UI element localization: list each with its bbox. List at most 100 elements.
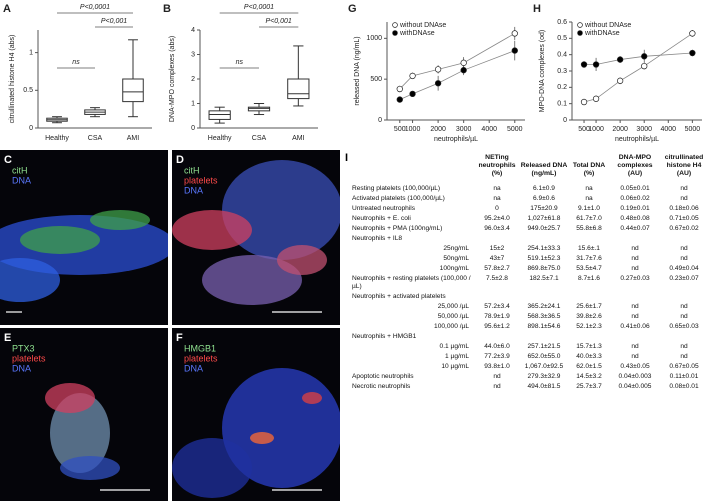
table-cell: 93.8±1.0: [484, 363, 510, 370]
y-tick-label: 0.3: [557, 68, 567, 75]
y-tick-label: 1: [29, 49, 33, 56]
table-cell: 0.04±0.003: [618, 373, 652, 380]
stain: [20, 226, 100, 254]
row-label: Activated platelets (100,000/µL): [352, 195, 445, 202]
y-tick-label: 500: [370, 76, 382, 83]
row-label: 25,000 /µL: [437, 303, 469, 310]
x-axis-label: neutrophils/µL: [615, 136, 659, 143]
y-tick-label: 0.5: [557, 35, 567, 42]
channel-label: platelets: [12, 353, 46, 363]
x-tick-label: 3000: [636, 126, 652, 133]
point: [641, 62, 648, 70]
x-tick-label: 3000: [456, 126, 472, 133]
table-cell: nd: [680, 195, 688, 202]
y-tick-label: 0.5: [23, 87, 33, 94]
annotation: ns: [72, 59, 80, 66]
stain: [222, 160, 340, 260]
group-row: Neutrophils + HMGB1: [351, 332, 707, 342]
table-cell: 39.8±2.6: [576, 313, 602, 320]
x-tick-label: 2000: [430, 126, 446, 133]
stain: [202, 255, 302, 305]
table-row: Neutrophils + E. coli 95.2±4.0 1,027±61.8 6…: [351, 214, 707, 224]
table-cell: 44.0±6.0: [484, 343, 510, 350]
table-cell: nd: [631, 313, 639, 320]
table-cell: 652.0±55.0: [527, 353, 561, 360]
table-cell: na: [585, 195, 593, 202]
table-cell: 52.1±2.3: [576, 323, 602, 330]
channel-label: citH: [12, 165, 28, 175]
table-cell: 494.0±81.5: [527, 383, 561, 390]
annotation: P<0,001: [266, 18, 292, 25]
table-cell: 53.5±4.7: [576, 265, 602, 272]
table-cell: 96.0±3.4: [484, 225, 510, 232]
table-row: 100,000 /µL 95.6±1.2 898.1±54.6 52.1±2.3 0.4…: [351, 322, 707, 332]
table-cell: 0.65±0.03: [669, 323, 699, 330]
panel-letter: B: [163, 3, 171, 15]
y-axis-label: citrullinated histone H4 (abs): [9, 35, 16, 124]
panel-letter: H: [533, 3, 541, 15]
y-tick-label: 0.1: [557, 101, 567, 108]
column-header: [351, 154, 475, 184]
table-cell: na: [493, 185, 501, 192]
row-label: 100ng/mL: [439, 265, 469, 272]
x-tick-label: 500: [394, 126, 406, 133]
chart: B DNA-MPO complexes (abs) 0 1 2 3 4 Healthy CSA A…: [163, 3, 318, 142]
chart: H MPO-DNA complexes (od) 0 0.1 0.2 0.3 0.4 0.5 0…: [533, 3, 702, 143]
channel-label: HMGB1: [184, 343, 216, 353]
stain: [250, 432, 274, 444]
table-cell: nd: [680, 185, 688, 192]
group-label: Neutrophils + HMGB1: [352, 333, 417, 340]
table-cell: 0.44±0.07: [620, 225, 650, 232]
table-cell: 0.48±0.08: [620, 215, 650, 222]
y-tick-label: 0: [191, 125, 195, 132]
row-label: 0.1 µg/mL: [439, 343, 469, 350]
column-header: Total DNA (%): [572, 162, 606, 177]
row-label: Necrotic neutrophils: [352, 383, 411, 390]
point: [580, 98, 588, 106]
channel-label: DNA: [12, 175, 31, 185]
y-axis-label: MPO-DNA complexes (od): [539, 30, 546, 112]
stain: [60, 456, 120, 480]
row-label: Untreated neutrophils: [352, 205, 416, 212]
table-cell: 0.27±0.03: [620, 275, 650, 282]
table-cell: 15.6±.1: [578, 245, 600, 252]
group-label: Neutrophils + activated platelets: [352, 293, 446, 300]
table-cell: 78.9±1.9: [484, 313, 510, 320]
stain: [277, 245, 327, 275]
point: [396, 96, 403, 103]
column-header: NETing neutrophils (%): [478, 154, 516, 177]
table-cell: 15±2: [489, 245, 505, 252]
table-cell: nd: [631, 343, 639, 350]
x-tick-label: 1000: [588, 126, 604, 133]
table-cell: nd: [680, 313, 688, 320]
table-cell: 0.05±0.01: [620, 185, 650, 192]
legend-label: without DNAse: [399, 22, 446, 29]
x-tick-label: AMI: [127, 135, 140, 142]
panel-letter: A: [3, 3, 11, 15]
results-table: NETing neutrophils (%) Released DNA (ng/m…: [351, 154, 707, 392]
y-tick-label: 0.2: [557, 84, 567, 91]
table-cell: 1,027±61.8: [527, 215, 561, 222]
row-label: 10 µg/mL: [441, 363, 469, 370]
table-cell: 0.67±0.05: [669, 363, 699, 370]
table-cell: nd: [680, 255, 688, 262]
group-label: Neutrophils + IL8: [352, 235, 403, 242]
y-tick-label: 1: [191, 100, 195, 107]
table-cell: 0.06±0.02: [620, 195, 650, 202]
table-cell: 31.7±7.6: [576, 255, 602, 262]
channel-label: PTX3: [12, 343, 35, 353]
x-tick-label: 500: [578, 126, 590, 133]
x-tick-label: 5000: [507, 126, 523, 133]
point: [460, 67, 467, 74]
group-row: Neutrophils + activated platelets: [351, 292, 707, 302]
table-cell: 57.2±3.4: [484, 303, 510, 310]
y-tick-label: 0: [29, 125, 33, 132]
table-cell: 0.71±0.05: [669, 215, 699, 222]
table-row: 50,000 /µL 78.9±1.9 568.3±36.5 39.8±2.6 nd nd: [351, 312, 707, 322]
table-cell: 0.08±0.01: [669, 383, 699, 390]
point: [580, 61, 588, 68]
x-tick-label: 5000: [685, 126, 701, 133]
